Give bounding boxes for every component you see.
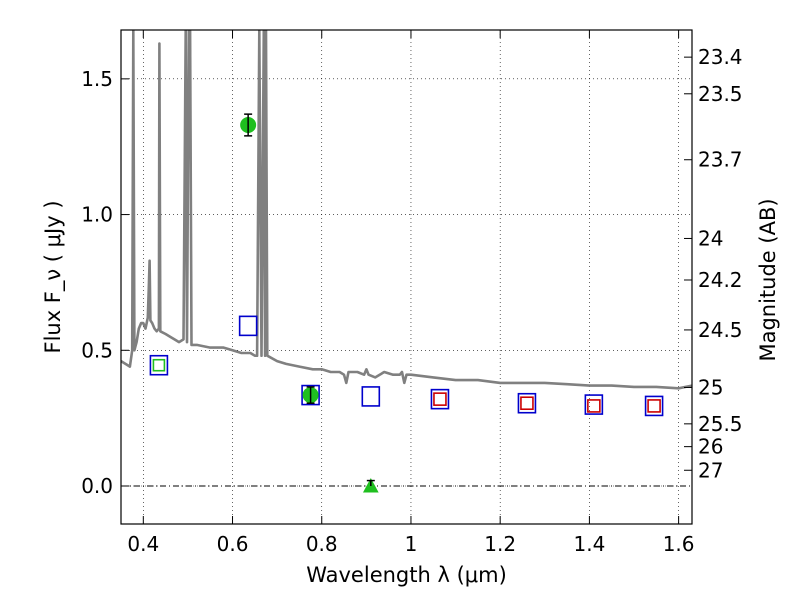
model-squares-blue-marker [517,392,537,414]
x-tick-label: 0.6 [217,532,249,556]
right-tick-label: 23.7 [698,148,743,172]
model-squares-blue-marker [584,394,604,415]
model-squares-red-marker [647,399,661,413]
right-tick-label: 24.2 [698,268,743,292]
model-squares-blue-marker [644,395,664,417]
x-tick-label: 1.2 [484,532,516,556]
y-tick-label: 1.5 [81,67,113,91]
y-tick-label: 0.5 [81,338,113,362]
model-squares-green-marker [152,358,166,372]
model-squares-blue-marker [430,388,450,410]
model-sed-spectrum [121,30,692,390]
model-squares-blue-marker [149,354,169,376]
axis-ticks: 0.4 0.6 0.8 1 1.2 1.4 1.6 0.0 0.5 1.0 1.5 23.4 23.5 2… [81,30,743,556]
model-photometry-squares [149,315,664,417]
right-axis-title: Magnitude (AB) [756,198,780,361]
right-tick-label: 23.5 [698,82,743,106]
right-tick-label: 24.5 [698,318,743,342]
model-squares-blue-marker [238,315,258,337]
right-tick-label: 25.5 [698,412,743,436]
model-squares-red-marker [587,399,601,413]
grid [121,30,692,524]
right-tick-label: 27 [698,458,723,482]
right-tick-label: 24 [698,226,723,250]
x-tick-label: 1.6 [663,532,695,556]
model-squares-blue-marker [301,384,320,406]
plot-frame [120,29,693,525]
x-tick-label: 1.4 [573,532,605,556]
right-tick-label: 25 [698,375,723,399]
x-tick-label: 1 [405,532,418,556]
right-tick-label: 23.4 [698,45,743,69]
x-tick-label: 0.4 [127,532,159,556]
model-squares-red-marker [520,396,534,411]
observed-photometry [240,113,379,493]
model-squares-red-marker [433,392,447,406]
right-tick-label: 26 [698,435,723,459]
sed-line [121,30,692,390]
y-tick-label: 0.0 [81,474,113,498]
model-squares-blue-marker [361,386,381,407]
y-axis-title: Flux F_ν ( μJy ) [41,200,66,353]
x-tick-label: 0.8 [306,532,338,556]
x-axis-title: Wavelength λ (μm) [306,563,507,587]
y-tick-label: 1.0 [81,203,113,227]
